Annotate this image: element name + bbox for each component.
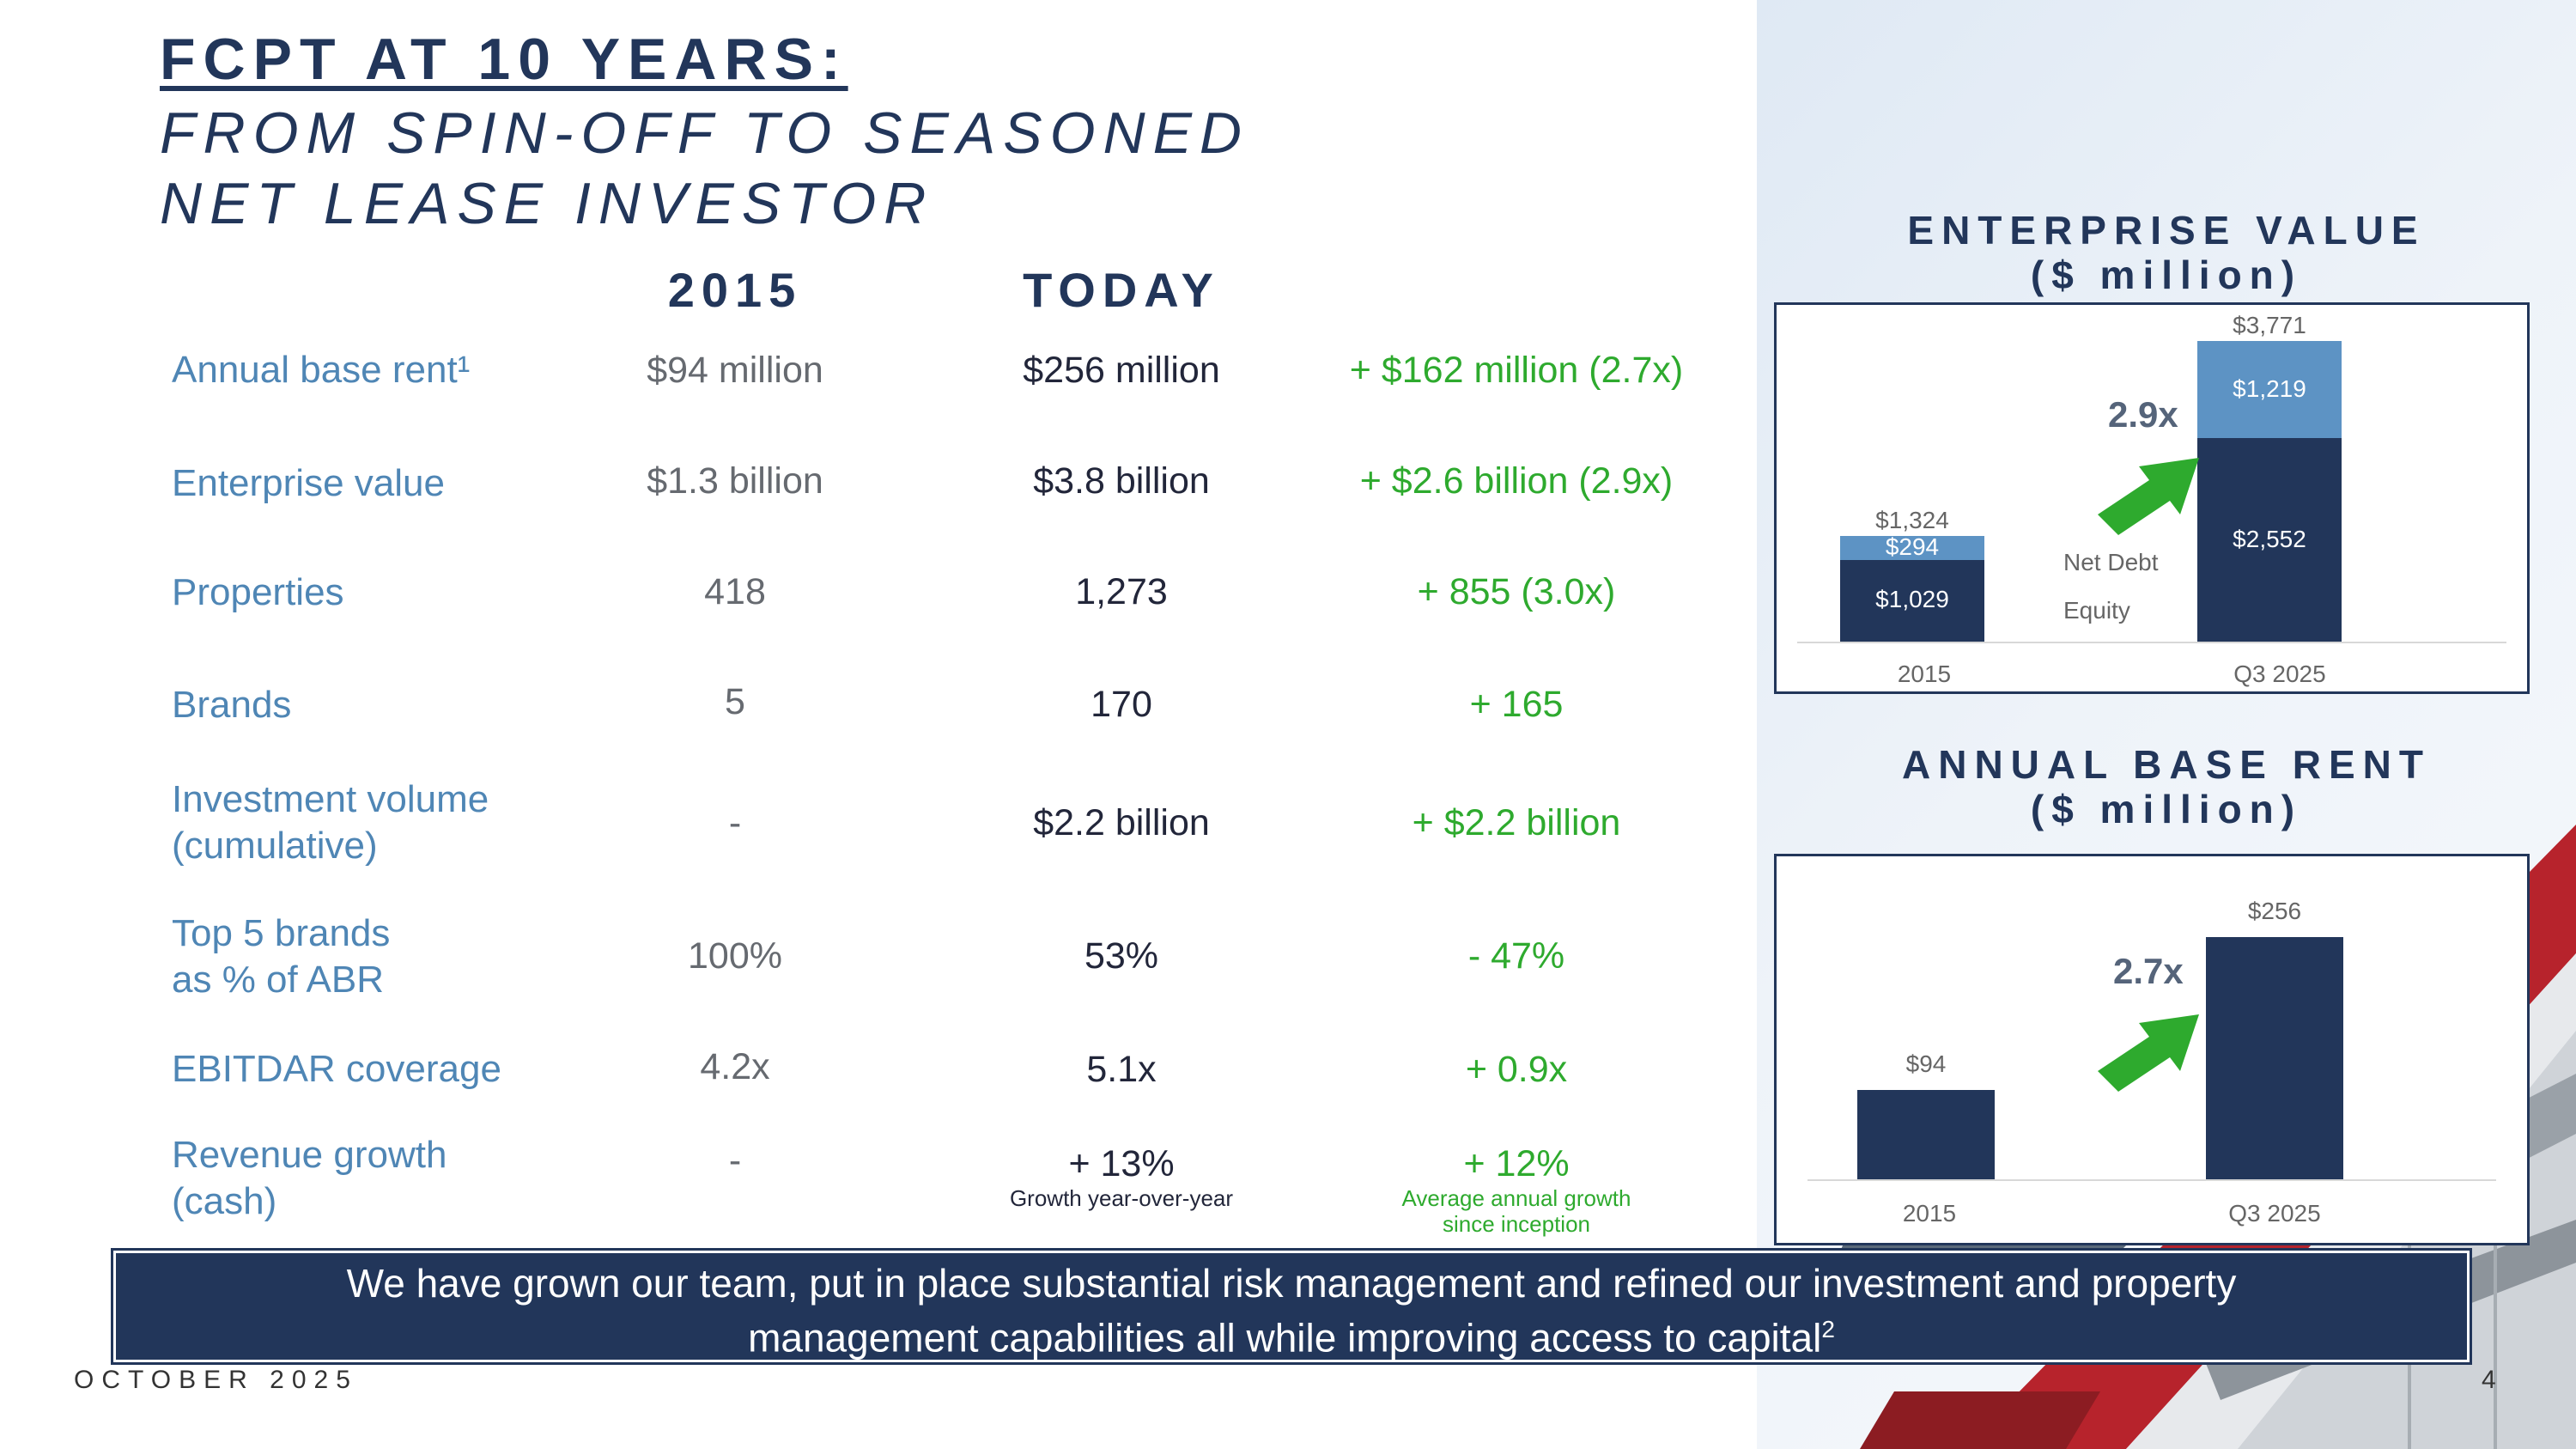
ev-multiple-label: 2.9x <box>2108 394 2178 435</box>
ev-label-net-debt-q3-2025: $1,219 <box>2233 374 2306 402</box>
cell-today-annual-base-rent: $256 million <box>1023 350 1220 391</box>
row-label-enterprise-value: Enterprise value <box>172 462 445 504</box>
abr-tick-q3-2025: Q3 2025 <box>2228 1200 2321 1227</box>
cell-2015-ebitdar-coverage: 4.2x <box>700 1046 770 1087</box>
cell-today-enterprise-value: $3.8 billion <box>1033 460 1210 502</box>
cell-change-revenue-growth: + 12% <box>1463 1143 1570 1184</box>
abr-chart-axis <box>1807 1179 2496 1181</box>
abr-bar-2015 <box>1857 1090 1995 1179</box>
ev-chart-box: $1,029 $294 $1,324 $2,552 $1,219 $3,771 … <box>1774 302 2530 694</box>
abr-label-2015: $94 <box>1905 1050 1947 1078</box>
cell-today-top-5-brands: 53% <box>1084 935 1159 977</box>
row-label-top-5-brands-line-1: Top 5 brands <box>172 912 391 954</box>
cell-change-annual-base-rent: + $162 million (2.7x) <box>1349 350 1684 391</box>
cell-2015-properties: 418 <box>704 571 766 612</box>
cell-2015-investment-volume: - <box>728 802 742 843</box>
row-label-revenue-growth-line-2: (cash) <box>172 1180 277 1222</box>
banner-line-2-wrap: management capabilities all while improv… <box>116 1306 2467 1361</box>
cell-today-investment-volume: $2.2 billion <box>1033 802 1210 843</box>
cell-2015-brands: 5 <box>725 681 745 722</box>
note-change-revenue-growth-line-1: Average annual growth <box>1401 1185 1631 1211</box>
cell-change-top-5-brands: - 47% <box>1467 935 1565 977</box>
page-number: 4 <box>2482 1366 2496 1394</box>
row-label-investment-volume: Investment volume (cumulative) <box>172 776 489 869</box>
ev-chart-axis <box>1797 642 2506 643</box>
row-label-annual-base-rent: Annual base rent¹ <box>172 349 471 391</box>
title-line-2: FROM SPIN-OFF TO SEASONED <box>160 100 1250 166</box>
row-label-revenue-growth-line-1: Revenue growth <box>172 1134 447 1176</box>
cell-change-enterprise-value: + $2.6 billion (2.9x) <box>1359 460 1674 502</box>
ev-chart-title-line-1: ENTERPRISE VALUE <box>1907 208 2426 253</box>
column-header-2015: 2015 <box>667 263 803 317</box>
footer-date: OCTOBER 2025 <box>74 1366 358 1394</box>
abr-label-q3-2025: $256 <box>2247 897 2302 924</box>
cell-change-investment-volume: + $2.2 billion <box>1412 802 1621 843</box>
ev-legend-equity: Equity <box>2063 597 2130 624</box>
cell-2015-top-5-brands: 100% <box>688 935 782 977</box>
abr-chart-title-line-2: ($ million) <box>2030 787 2303 831</box>
cell-change-ebitdar-coverage: + 0.9x <box>1465 1049 1568 1090</box>
cell-2015-annual-base-rent: $94 million <box>647 350 823 391</box>
ev-label-equity-q3-2025: $2,552 <box>2233 525 2306 552</box>
column-header-today: TODAY <box>1023 263 1220 317</box>
abr-chart-title-line-1: ANNUAL BASE RENT <box>1902 742 2431 787</box>
cell-today-brands: 170 <box>1091 684 1152 725</box>
row-label-brands: Brands <box>172 684 292 726</box>
title-line-1: FCPT AT 10 YEARS: <box>160 27 848 92</box>
ev-tick-q3-2025: Q3 2025 <box>2233 661 2326 687</box>
ev-chart-title-line-2: ($ million) <box>2030 253 2303 297</box>
row-label-properties: Properties <box>172 571 344 613</box>
banner-line-1: We have grown our team, put in place sub… <box>346 1261 2237 1306</box>
title-line-3: NET LEASE INVESTOR <box>160 171 934 236</box>
row-label-investment-volume-line-1: Investment volume <box>172 778 489 820</box>
ev-bar-net-debt-q3-2025 <box>2197 341 2342 439</box>
note-today-revenue-growth: Growth year-over-year <box>1009 1185 1234 1211</box>
abr-chart-box: $94 $256 2.7x 2015 Q3 2025 <box>1774 854 2530 1245</box>
cell-2015-enterprise-value: $1.3 billion <box>647 460 823 502</box>
ev-label-total-2015: $1,324 <box>1875 507 1949 534</box>
cell-today-properties: 1,273 <box>1075 571 1168 612</box>
abr-growth-arrow-icon <box>2098 1014 2199 1092</box>
banner-footnote-mark: 2 <box>1821 1316 1835 1342</box>
ev-tick-2015: 2015 <box>1897 661 1952 687</box>
summary-banner: We have grown our team, put in place sub… <box>113 1251 2470 1362</box>
banner-line-2: management capabilities all while improv… <box>748 1315 1822 1361</box>
abr-multiple-label: 2.7x <box>2113 951 2184 991</box>
ev-growth-arrow-icon <box>2098 458 2199 535</box>
cell-today-ebitdar-coverage: 5.1x <box>1086 1049 1157 1090</box>
cell-2015-revenue-growth: - <box>728 1140 742 1181</box>
ev-label-equity-2015: $1,029 <box>1875 586 1949 613</box>
ev-bar-equity-q3-2025 <box>2197 438 2342 642</box>
abr-tick-2015: 2015 <box>1902 1200 1957 1227</box>
note-change-revenue-growth-line-2: since inception <box>1443 1211 1590 1237</box>
ev-label-total-q3-2025: $3,771 <box>2233 312 2306 339</box>
ev-bar-net-debt-2015 <box>1840 536 1984 560</box>
cell-change-properties: + 855 (3.0x) <box>1417 571 1616 612</box>
row-label-revenue-growth: Revenue growth (cash) <box>172 1132 447 1225</box>
row-label-investment-volume-line-2: (cumulative) <box>172 825 378 867</box>
abr-bar-q3-2025 <box>2206 936 2343 1179</box>
row-label-ebitdar-coverage: EBITDAR coverage <box>172 1048 501 1090</box>
ev-label-net-debt-2015: $294 <box>1885 533 1940 560</box>
cell-change-brands: + 165 <box>1469 684 1564 725</box>
ev-bar-equity-2015 <box>1840 559 1984 642</box>
cell-today-revenue-growth: + 13% <box>1068 1143 1175 1184</box>
ev-legend-net-debt: Net Debt <box>2063 549 2159 575</box>
row-label-top-5-brands-line-2: as % of ABR <box>172 959 385 1001</box>
row-label-top-5-brands: Top 5 brands as % of ABR <box>172 910 390 1003</box>
